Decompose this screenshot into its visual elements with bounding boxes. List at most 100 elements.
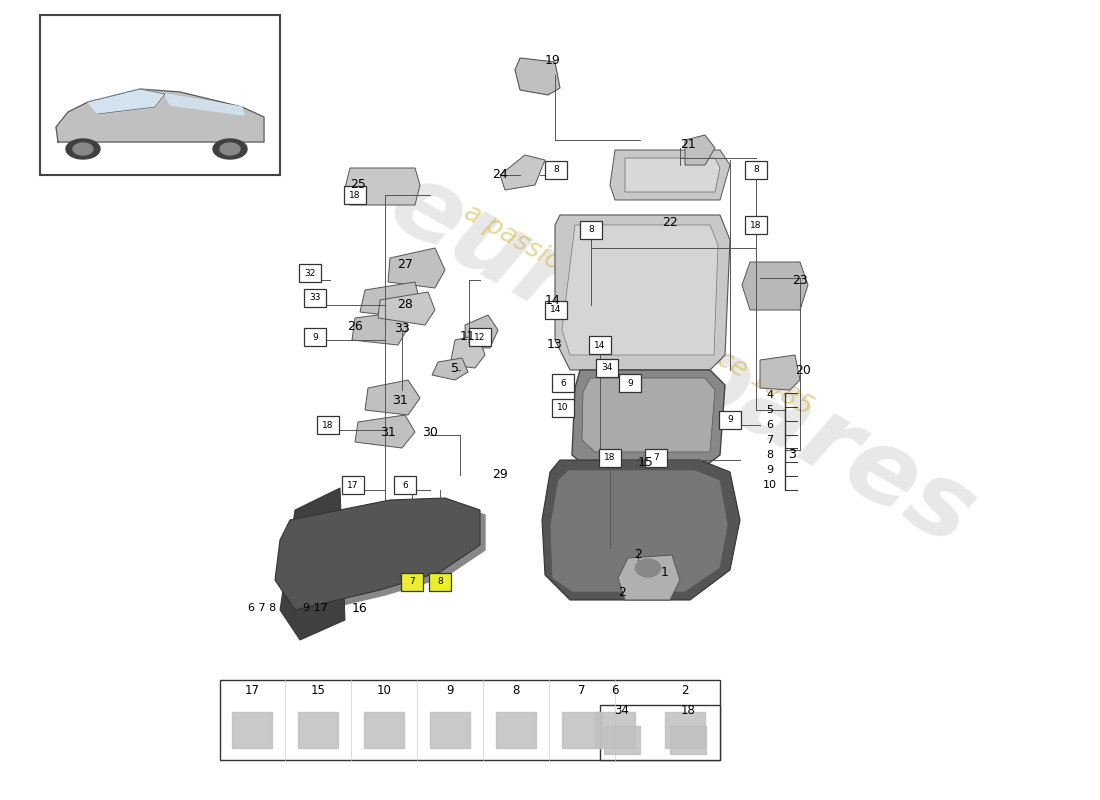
- Polygon shape: [430, 712, 470, 748]
- Polygon shape: [500, 155, 544, 190]
- Text: 6: 6: [767, 420, 773, 430]
- Polygon shape: [610, 150, 730, 200]
- Text: 12: 12: [474, 333, 486, 342]
- Bar: [220, 680, 720, 760]
- Text: 5: 5: [451, 362, 459, 374]
- Bar: [745, 216, 767, 234]
- Text: 18: 18: [681, 703, 695, 717]
- Polygon shape: [280, 488, 345, 640]
- Bar: [619, 374, 641, 392]
- Text: 2: 2: [618, 586, 626, 598]
- Text: 15: 15: [638, 455, 653, 469]
- Text: 9: 9: [767, 465, 773, 475]
- Text: 17: 17: [348, 481, 359, 490]
- Text: 18: 18: [750, 221, 761, 230]
- Bar: [745, 161, 767, 179]
- Text: 6: 6: [612, 683, 618, 697]
- Polygon shape: [496, 712, 536, 748]
- Text: 28: 28: [397, 298, 412, 311]
- Text: 2: 2: [681, 683, 689, 697]
- Polygon shape: [56, 89, 264, 142]
- Text: 14: 14: [550, 306, 562, 314]
- Polygon shape: [604, 726, 640, 754]
- Bar: [344, 186, 366, 204]
- Text: 18: 18: [322, 421, 333, 430]
- Polygon shape: [625, 158, 720, 192]
- Polygon shape: [280, 503, 485, 615]
- Text: 17: 17: [244, 683, 260, 697]
- Polygon shape: [465, 315, 498, 348]
- Text: 8: 8: [588, 226, 594, 234]
- Text: 26: 26: [348, 319, 363, 333]
- Polygon shape: [562, 225, 718, 355]
- Polygon shape: [364, 712, 404, 748]
- Text: 10: 10: [376, 683, 392, 697]
- Text: 21: 21: [680, 138, 696, 151]
- Text: 3: 3: [788, 449, 796, 462]
- Polygon shape: [670, 726, 706, 754]
- Polygon shape: [388, 248, 446, 288]
- Text: 27: 27: [397, 258, 412, 271]
- Polygon shape: [515, 58, 560, 95]
- Text: 29: 29: [492, 469, 508, 482]
- Bar: [588, 336, 610, 354]
- Polygon shape: [450, 335, 485, 368]
- Text: a passion for parts since 1985: a passion for parts since 1985: [459, 199, 817, 421]
- Bar: [580, 221, 602, 239]
- Text: 18: 18: [604, 454, 616, 462]
- Text: 7: 7: [409, 578, 415, 586]
- Polygon shape: [352, 312, 408, 345]
- Polygon shape: [378, 292, 434, 325]
- Text: 23: 23: [792, 274, 807, 286]
- Polygon shape: [562, 712, 602, 748]
- Text: 24: 24: [492, 169, 508, 182]
- Ellipse shape: [220, 143, 240, 155]
- Text: 8: 8: [513, 683, 519, 697]
- Text: 25: 25: [350, 178, 366, 191]
- Bar: [402, 573, 424, 591]
- Polygon shape: [760, 355, 800, 390]
- Text: 16: 16: [352, 602, 367, 614]
- Text: 1: 1: [661, 566, 669, 579]
- Text: 19: 19: [546, 54, 561, 66]
- Polygon shape: [742, 262, 808, 310]
- Polygon shape: [572, 370, 725, 470]
- Bar: [304, 328, 326, 346]
- Text: 31: 31: [381, 426, 396, 438]
- Ellipse shape: [66, 139, 100, 159]
- Text: 9: 9: [727, 415, 733, 425]
- Text: 22: 22: [662, 215, 678, 229]
- Bar: [544, 161, 566, 179]
- Text: 7: 7: [767, 435, 773, 445]
- Bar: [342, 476, 364, 494]
- Polygon shape: [275, 498, 480, 610]
- Polygon shape: [345, 168, 420, 205]
- Polygon shape: [556, 215, 730, 370]
- Polygon shape: [360, 282, 420, 318]
- Ellipse shape: [213, 139, 248, 159]
- Bar: [544, 301, 566, 319]
- Text: 9 17: 9 17: [302, 603, 328, 613]
- Text: 4: 4: [767, 390, 773, 400]
- Bar: [304, 289, 326, 307]
- Ellipse shape: [73, 143, 94, 155]
- Text: 13: 13: [547, 338, 563, 351]
- Text: 18: 18: [350, 190, 361, 199]
- Bar: [600, 705, 720, 760]
- Text: 6: 6: [403, 481, 408, 490]
- Polygon shape: [685, 135, 715, 165]
- Text: 33: 33: [394, 322, 410, 334]
- Bar: [600, 449, 621, 467]
- Text: eurospares: eurospares: [372, 152, 992, 568]
- Bar: [552, 374, 574, 392]
- Bar: [596, 359, 618, 377]
- Polygon shape: [165, 94, 244, 115]
- Text: 9: 9: [627, 378, 632, 387]
- Text: 8: 8: [437, 578, 443, 586]
- Bar: [394, 476, 416, 494]
- Polygon shape: [365, 380, 420, 415]
- Bar: [719, 411, 741, 429]
- Text: 20: 20: [795, 363, 811, 377]
- Text: 2: 2: [634, 549, 642, 562]
- Text: 8: 8: [767, 450, 773, 460]
